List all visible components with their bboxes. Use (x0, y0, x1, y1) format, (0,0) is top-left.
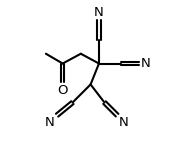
Circle shape (46, 119, 53, 127)
Text: N: N (141, 57, 151, 70)
Circle shape (120, 119, 127, 127)
Text: N: N (94, 6, 104, 19)
Circle shape (59, 87, 67, 95)
Circle shape (142, 60, 150, 67)
Text: O: O (57, 84, 68, 97)
Text: N: N (45, 116, 54, 129)
Circle shape (95, 9, 103, 16)
Text: N: N (118, 116, 128, 129)
